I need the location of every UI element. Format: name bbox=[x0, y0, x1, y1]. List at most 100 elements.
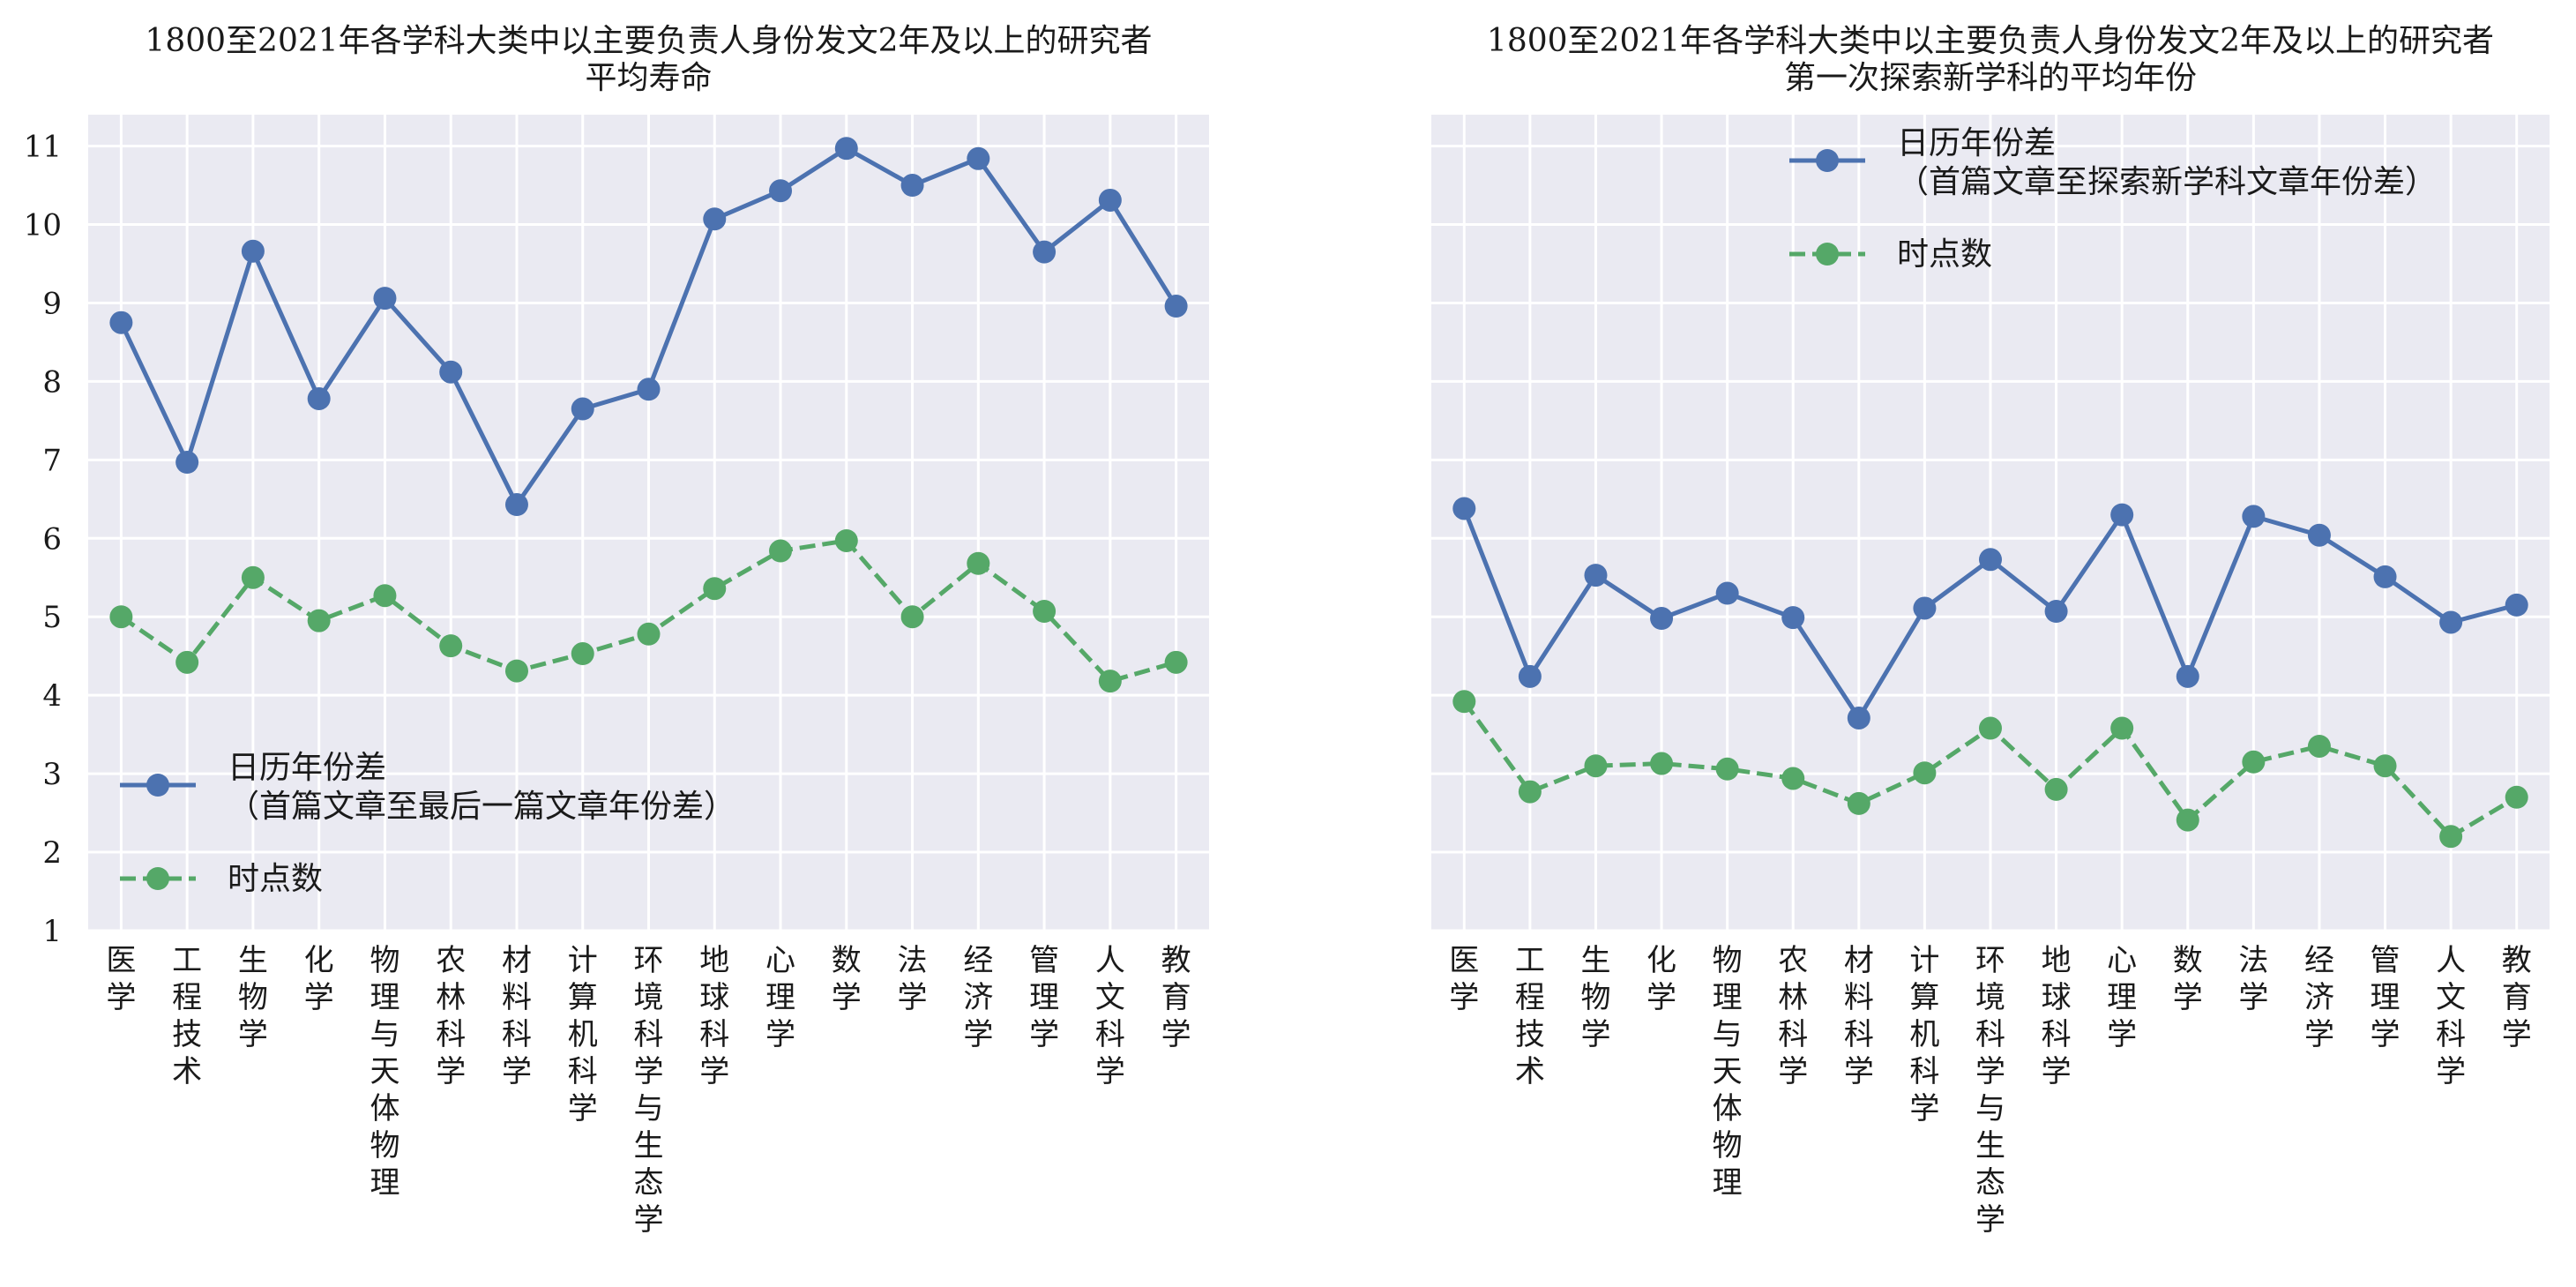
data-point bbox=[1715, 581, 1739, 605]
data-point bbox=[2044, 600, 2068, 624]
chart-panel-2: 医学 工程技术 生物学 化学 物理与天体物理 农林科学 材料科学 计算机科学 环境科学与生态学 地… bbox=[1431, 23, 2550, 1238]
legend-marker-2 bbox=[1816, 243, 1839, 266]
data-point bbox=[2176, 664, 2199, 688]
x-tick-label: 法学 bbox=[2238, 943, 2268, 1015]
data-point bbox=[571, 397, 594, 421]
data-point bbox=[1979, 548, 2002, 572]
x-tick-label: 心理学 bbox=[2107, 943, 2137, 1052]
x-tick-label: 农林科学 bbox=[436, 943, 466, 1089]
data-point bbox=[769, 539, 793, 563]
x-tick-label: 法学 bbox=[898, 943, 928, 1015]
data-point bbox=[967, 146, 990, 170]
data-point bbox=[1781, 606, 1805, 630]
data-point bbox=[1452, 690, 1476, 714]
x-tick-label: 材料科学 bbox=[502, 943, 532, 1089]
legend-label-2: 时点数 bbox=[228, 861, 323, 897]
legend-marker-1 bbox=[1816, 149, 1839, 172]
x-tick-label: 教育学 bbox=[2502, 943, 2532, 1052]
data-point bbox=[1098, 670, 1122, 693]
data-point bbox=[1650, 607, 1674, 631]
x-tick-label: 管理学 bbox=[1029, 943, 1059, 1052]
data-point bbox=[637, 622, 661, 646]
data-point bbox=[834, 137, 858, 161]
x-tick-label: 化学 bbox=[304, 943, 334, 1015]
x-tick-label: 地球科学 bbox=[2042, 943, 2072, 1089]
x-tick-label: 管理学 bbox=[2371, 943, 2401, 1052]
x-tick-label: 地球科学 bbox=[699, 943, 729, 1089]
data-point bbox=[241, 565, 265, 589]
data-point bbox=[1518, 664, 1542, 688]
data-point bbox=[2505, 593, 2528, 617]
chart-title: 1800至2021年各学科大类中以主要负责人身份发文2年及以上的研究者平均寿命 bbox=[145, 23, 1152, 96]
x-tick-label: 数学 bbox=[832, 943, 862, 1015]
data-point bbox=[439, 634, 463, 658]
data-point bbox=[307, 386, 331, 410]
y-tick-label: 1 bbox=[42, 914, 62, 949]
data-point bbox=[1650, 752, 1674, 775]
data-point bbox=[175, 650, 199, 674]
data-point bbox=[900, 174, 924, 198]
data-point bbox=[1033, 240, 1057, 264]
x-tick-label: 材料科学 bbox=[1844, 943, 1874, 1089]
x-tick-label: 教育学 bbox=[1161, 943, 1191, 1052]
y-tick-label: 6 bbox=[42, 521, 62, 557]
x-tick-label: 工程技术 bbox=[1515, 943, 1545, 1089]
legend-label-2: 时点数 bbox=[1897, 236, 1992, 273]
data-point bbox=[1847, 791, 1870, 815]
y-tick-label: 8 bbox=[42, 364, 62, 400]
chart-panel-1: 1 2 3 4 5 6 7 8 9 10 11 医学 工程技术 生物学 化学 物理与天体物理 农林科学 材料科学 计… bbox=[24, 23, 1209, 1238]
legend-label-1: 日历年份差（首篇文章至探索新学科文章年份差） bbox=[1897, 125, 2437, 200]
data-point bbox=[109, 311, 133, 334]
x-tick-label: 生物学 bbox=[1580, 943, 1610, 1052]
x-tick-label: 物理与天体物理 bbox=[370, 943, 399, 1201]
y-tick-label: 9 bbox=[42, 286, 62, 321]
x-tick-label: 生物学 bbox=[238, 943, 268, 1052]
x-tick-label: 经济学 bbox=[963, 943, 993, 1052]
data-point bbox=[241, 239, 265, 263]
x-tick-label: 医学 bbox=[106, 943, 136, 1015]
x-tick-label: 物理与天体物理 bbox=[1713, 943, 1743, 1201]
data-point bbox=[2439, 825, 2463, 849]
data-point bbox=[1098, 188, 1122, 212]
data-point bbox=[1913, 596, 1937, 620]
data-point bbox=[967, 551, 990, 575]
data-point bbox=[2110, 716, 2134, 740]
data-point bbox=[373, 584, 397, 608]
data-point bbox=[2044, 777, 2068, 801]
data-point bbox=[307, 609, 331, 632]
data-point bbox=[2110, 503, 2134, 527]
data-point bbox=[703, 207, 727, 231]
x-tick-label: 环境科学与生态学 bbox=[1975, 943, 2005, 1238]
data-point bbox=[439, 360, 463, 384]
data-point bbox=[1584, 564, 1608, 587]
x-tick-label: 环境科学与生态学 bbox=[634, 943, 664, 1238]
legend: 日历年份差（首篇文章至探索新学科文章年份差） 时点数 bbox=[1789, 125, 2437, 273]
y-tick-label: 10 bbox=[24, 208, 62, 243]
data-point bbox=[769, 179, 793, 203]
data-point bbox=[1164, 650, 1188, 674]
data-point bbox=[373, 287, 397, 311]
y-tick-label: 5 bbox=[42, 600, 62, 635]
data-point bbox=[1584, 754, 1608, 778]
data-point bbox=[2373, 754, 2397, 778]
y-tick-label: 2 bbox=[42, 835, 62, 871]
data-point bbox=[109, 605, 133, 629]
data-point bbox=[504, 659, 528, 683]
x-tick-label: 人文科学 bbox=[2436, 943, 2466, 1089]
legend-marker-1 bbox=[146, 774, 169, 797]
data-point bbox=[571, 642, 594, 666]
data-point bbox=[1847, 706, 1870, 730]
data-point bbox=[1452, 497, 1476, 520]
x-tick-label: 工程技术 bbox=[172, 943, 202, 1089]
data-point bbox=[637, 378, 661, 401]
data-point bbox=[1518, 780, 1542, 804]
data-point bbox=[175, 451, 199, 475]
data-point bbox=[2307, 734, 2331, 758]
data-point bbox=[1033, 600, 1057, 624]
data-point bbox=[2307, 523, 2331, 547]
data-point bbox=[2505, 785, 2528, 809]
x-tick-label: 医学 bbox=[1449, 943, 1479, 1015]
legend-marker-2 bbox=[146, 867, 169, 890]
legend-label-1: 日历年份差（首篇文章至最后一篇文章年份差） bbox=[228, 750, 735, 825]
